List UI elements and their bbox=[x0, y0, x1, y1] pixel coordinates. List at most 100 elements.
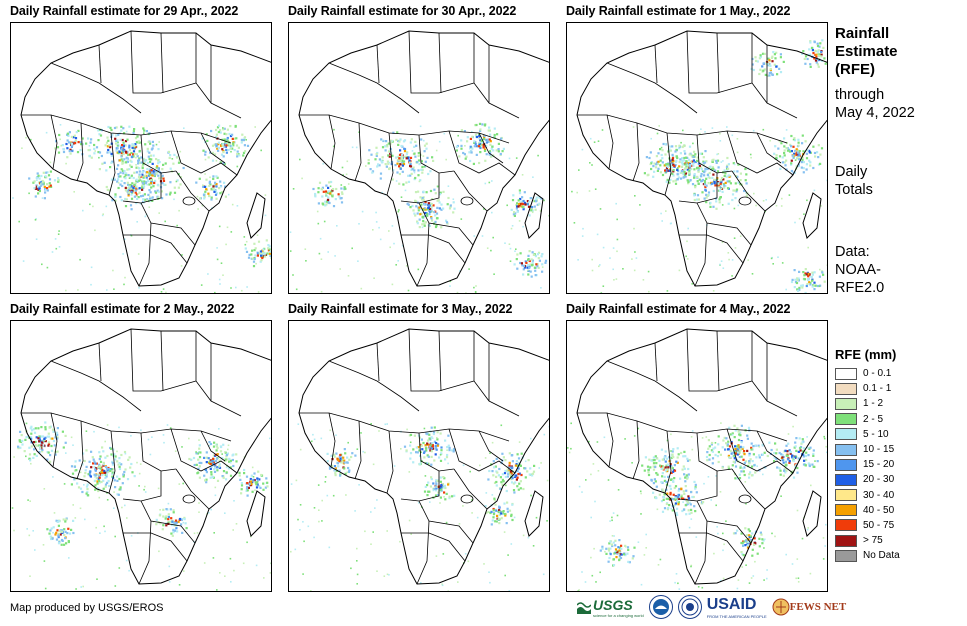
lake-outline bbox=[182, 196, 196, 206]
legend-swatch bbox=[835, 489, 857, 502]
legend-item: > 75 bbox=[835, 533, 900, 548]
africa-coastline bbox=[298, 30, 549, 287]
side-through-label: through bbox=[835, 87, 885, 103]
country-border bbox=[577, 412, 788, 442]
country-border bbox=[354, 122, 362, 182]
legend-swatch bbox=[835, 458, 857, 471]
lake-outline bbox=[738, 196, 752, 206]
legend-item: 0 - 0.1 bbox=[835, 366, 900, 381]
fews-net-globe-icon bbox=[772, 598, 790, 616]
country-border bbox=[694, 222, 708, 287]
side-data-line3: RFE2.0 bbox=[835, 280, 885, 296]
legend-swatch bbox=[835, 504, 857, 517]
country-border bbox=[130, 30, 197, 94]
madagascar-outline bbox=[802, 192, 822, 239]
country-border bbox=[726, 130, 794, 176]
country-border bbox=[418, 202, 474, 246]
usgs-logo-text: USGS bbox=[593, 596, 633, 613]
country-border bbox=[123, 234, 188, 264]
country-border bbox=[418, 134, 455, 174]
country-border bbox=[679, 532, 744, 562]
doi-seal-icon bbox=[677, 595, 702, 619]
country-border bbox=[731, 468, 766, 510]
legend-item: 5 - 10 bbox=[835, 427, 900, 442]
country-border bbox=[408, 328, 475, 392]
country-border bbox=[98, 342, 102, 382]
country-border bbox=[21, 412, 232, 442]
country-border bbox=[756, 430, 782, 462]
legend-label: 50 - 75 bbox=[863, 519, 895, 531]
panel-title: Daily Rainfall estimate for 29 Apr., 202… bbox=[10, 4, 239, 18]
legend-swatch bbox=[835, 519, 857, 532]
legend-swatch bbox=[835, 397, 857, 410]
country-border bbox=[401, 532, 466, 562]
country-border bbox=[108, 430, 116, 494]
side-through: through May 4, 2022 bbox=[835, 86, 915, 122]
madagascar-outline bbox=[246, 490, 266, 537]
panel-title: Daily Rainfall estimate for 2 May., 2022 bbox=[10, 302, 235, 316]
country-border bbox=[678, 173, 718, 204]
legend-label: > 75 bbox=[863, 535, 883, 547]
country-border bbox=[686, 30, 753, 94]
legend-item: 1 - 2 bbox=[835, 396, 900, 411]
legend-label: 10 - 15 bbox=[863, 444, 895, 456]
legend-swatch bbox=[835, 382, 857, 395]
country-border bbox=[448, 428, 516, 474]
lake-outline bbox=[460, 494, 474, 504]
country-border bbox=[408, 30, 475, 94]
map-canvas bbox=[290, 328, 549, 591]
africa-coastline bbox=[576, 30, 827, 287]
country-border bbox=[679, 234, 744, 264]
country-border bbox=[160, 330, 164, 392]
country-border bbox=[473, 331, 520, 417]
legend-label: 2 - 5 bbox=[863, 413, 884, 425]
legend-title: RFE (mm) bbox=[835, 347, 897, 362]
rainfall-map bbox=[10, 22, 272, 294]
side-totals: Daily Totals bbox=[835, 163, 873, 199]
legend-item: 30 - 40 bbox=[835, 488, 900, 503]
country-border bbox=[664, 430, 672, 494]
country-border bbox=[751, 33, 798, 119]
map-canvas bbox=[11, 328, 271, 591]
legend-label: 15 - 20 bbox=[863, 459, 895, 471]
country-border bbox=[716, 330, 720, 392]
legend: 0 - 0.1 0.1 - 1 1 - 2 2 - 5 5 - 10 10 - 15 15 … bbox=[835, 366, 900, 563]
country-border bbox=[160, 32, 164, 94]
usgs-tagline: science for a changing world bbox=[593, 612, 644, 618]
side-totals-line2: Totals bbox=[835, 182, 873, 198]
rainfall-map bbox=[10, 320, 272, 592]
legend-item: 10 - 15 bbox=[835, 442, 900, 457]
fews-net-logo-text: FEWS NET bbox=[789, 601, 847, 613]
country-border bbox=[123, 532, 188, 562]
side-data-line1: Data: bbox=[835, 244, 870, 260]
country-border bbox=[632, 122, 640, 182]
country-border bbox=[170, 130, 238, 176]
legend-swatch bbox=[835, 428, 857, 441]
side-data-line2: NOAA- bbox=[835, 262, 881, 278]
country-border bbox=[418, 432, 455, 472]
country-border bbox=[138, 222, 152, 287]
madagascar-outline bbox=[524, 490, 544, 537]
logo-strip: USGS science for a changing world USAID … bbox=[577, 594, 846, 620]
country-border bbox=[122, 471, 162, 502]
country-border bbox=[175, 170, 210, 212]
country-border bbox=[416, 520, 430, 585]
usaid-logo-text: USAID bbox=[706, 595, 757, 613]
country-border bbox=[438, 330, 442, 392]
rainfall-pixels bbox=[12, 124, 271, 293]
legend-label: 40 - 50 bbox=[863, 504, 895, 516]
side-through-date: May 4, 2022 bbox=[835, 105, 915, 121]
map-canvas bbox=[567, 328, 827, 591]
panel-title: Daily Rainfall estimate for 30 Apr., 202… bbox=[288, 4, 517, 18]
legend-item: 0.1 - 1 bbox=[835, 381, 900, 396]
country-border bbox=[654, 44, 658, 84]
lake-outline bbox=[460, 196, 474, 206]
legend-swatch bbox=[835, 549, 857, 562]
panel-title: Daily Rainfall estimate for 4 May., 2022 bbox=[566, 302, 791, 316]
country-border bbox=[686, 328, 753, 392]
africa-coastline bbox=[298, 328, 549, 585]
country-border bbox=[418, 500, 474, 544]
noaa-logo-icon bbox=[648, 595, 673, 619]
country-border bbox=[76, 420, 84, 480]
legend-item: 2 - 5 bbox=[835, 412, 900, 427]
